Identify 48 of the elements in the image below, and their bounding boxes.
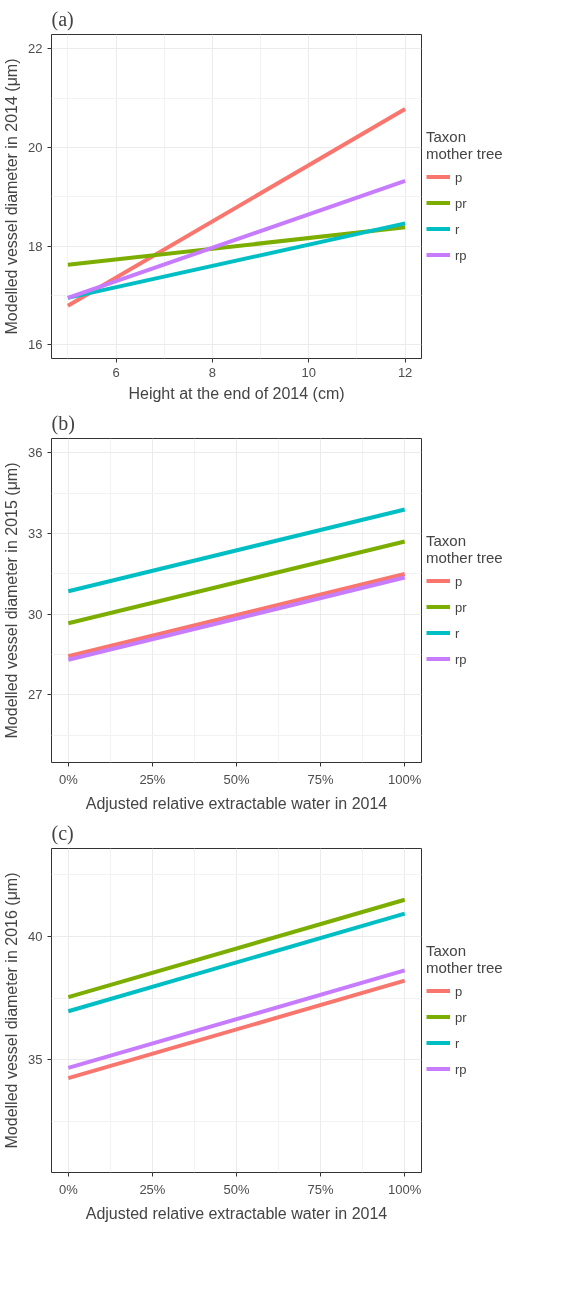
- y-tick-label: 16: [28, 337, 43, 353]
- chart-title: (c): [51, 821, 74, 845]
- x-tick-label: 50%: [223, 1181, 250, 1197]
- y-tick-label: 22: [28, 41, 43, 57]
- x-tick-label: 25%: [139, 771, 166, 787]
- chart-title: (b): [51, 411, 75, 435]
- x-tick-label: 0%: [58, 771, 79, 787]
- legend-title: Taxon mother tree: [426, 531, 503, 566]
- x-tick-label: 8: [208, 364, 217, 380]
- legend-label: pr: [455, 195, 468, 210]
- legend-title: Taxon mother tree: [426, 127, 503, 162]
- x-tick-label: 75%: [307, 771, 335, 787]
- y-axis-title: Modelled vessel diameter in 2016 (μm): [3, 872, 21, 1149]
- y-tick-label: 30: [28, 606, 43, 622]
- legend-label: p: [455, 573, 464, 588]
- legend-label: r: [455, 221, 461, 236]
- x-tick-label: 50%: [223, 771, 250, 787]
- x-tick-label: 0%: [58, 1181, 79, 1197]
- legend-label: pr: [455, 599, 468, 614]
- legend-label: r: [455, 1035, 461, 1050]
- x-axis-title: Adjusted relative extractable water in 2014: [85, 794, 388, 812]
- y-tick-label: 35: [28, 1052, 43, 1068]
- y-tick-label: 18: [28, 238, 43, 254]
- legend-label: p: [455, 169, 464, 184]
- legend-label: p: [455, 983, 464, 998]
- y-tick-label: 40: [28, 929, 43, 945]
- x-tick-label: 75%: [307, 1181, 335, 1197]
- legend-label: r: [455, 625, 461, 640]
- legend-label: rp: [455, 1061, 468, 1076]
- legend-label: pr: [455, 1009, 468, 1024]
- x-tick-label: 6: [112, 364, 120, 380]
- legend-label: rp: [455, 651, 468, 666]
- y-tick-label: 27: [28, 687, 43, 703]
- chart-title: (a): [51, 7, 74, 31]
- x-axis-title: Height at the end of 2014 (cm): [128, 384, 345, 402]
- x-tick-label: 100%: [388, 1181, 422, 1197]
- x-tick-label: 25%: [139, 1181, 166, 1197]
- x-tick-label: 100%: [388, 771, 422, 787]
- x-tick-label: 12: [397, 364, 413, 380]
- x-tick-label: 10: [301, 364, 316, 380]
- x-axis-title: Adjusted relative extractable water in 2014: [85, 1204, 388, 1222]
- y-tick-label: 20: [28, 139, 43, 155]
- y-tick-label: 33: [28, 525, 43, 541]
- legend-title: Taxon mother tree: [426, 941, 503, 976]
- legend-label: rp: [455, 247, 468, 262]
- y-axis-title: Modelled vessel diameter in 2014 (μm): [3, 58, 21, 335]
- y-tick-label: 36: [28, 445, 43, 461]
- y-axis-title: Modelled vessel diameter in 2015 (μm): [3, 462, 21, 739]
